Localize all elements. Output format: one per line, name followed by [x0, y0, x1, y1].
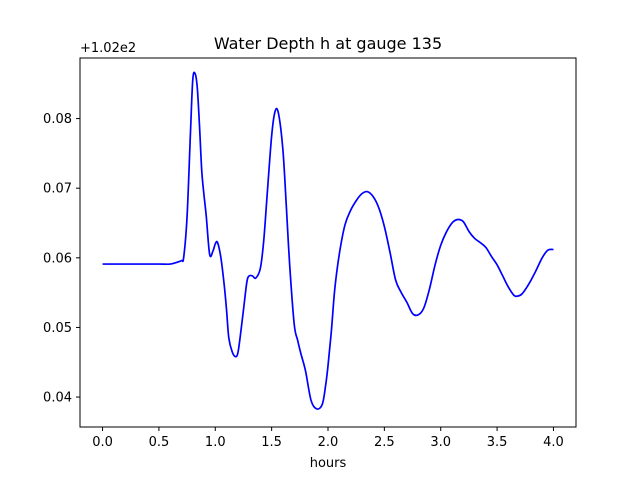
- x-tick-label: 4.0: [543, 435, 564, 450]
- y-tick-label: 0.05: [43, 321, 72, 336]
- plot-area: [79, 57, 577, 428]
- x-tick-label: 3.5: [487, 435, 508, 450]
- x-tick-label: 1.0: [205, 435, 226, 450]
- x-tick-label: 2.5: [374, 435, 395, 450]
- series-line: [102, 71, 554, 410]
- y-axis: 0.04 0.05 0.06 0.07 0.08: [43, 112, 80, 406]
- x-axis: 0.0 0.5 1.0 1.5 2.0 2.5 3.0 3.5 4.0: [92, 427, 564, 450]
- x-tick-label: 1.5: [261, 435, 282, 450]
- y-axis-offset-label: +1.02e2: [80, 41, 136, 56]
- y-tick-label: 0.04: [43, 391, 72, 406]
- x-tick-label: 0.5: [149, 435, 170, 450]
- y-tick-label: 0.06: [43, 251, 72, 266]
- y-tick-label: 0.08: [43, 112, 72, 127]
- x-tick-label: 3.0: [430, 435, 451, 450]
- y-tick-label: 0.07: [43, 182, 72, 197]
- x-tick-label: 2.0: [318, 435, 339, 450]
- x-axis-label: hours: [310, 456, 347, 471]
- x-tick-label: 0.0: [92, 435, 113, 450]
- chart-title: Water Depth h at gauge 135: [214, 34, 442, 53]
